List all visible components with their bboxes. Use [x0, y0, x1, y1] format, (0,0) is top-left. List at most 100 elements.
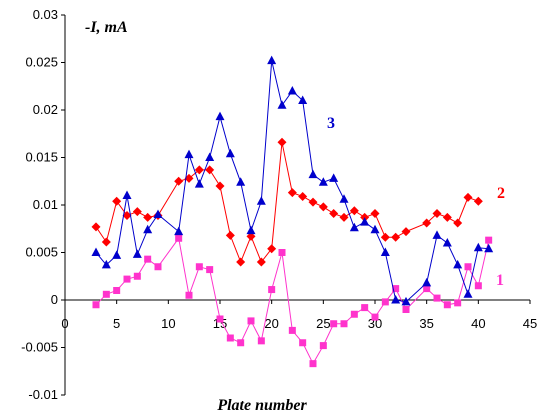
- data-point: [123, 275, 131, 283]
- data-point: [175, 234, 183, 242]
- y-tick-label: 0.02: [33, 102, 58, 117]
- data-point: [370, 209, 380, 219]
- y-tick-label: 0: [51, 292, 58, 307]
- plot-area: -0.01-0.00500.0050.010.0150.020.0250.030…: [21, 7, 537, 402]
- x-tick-label: 5: [113, 316, 120, 331]
- data-point: [308, 169, 318, 179]
- series-label-1: 1: [496, 272, 504, 289]
- data-point: [484, 243, 494, 253]
- y-tick-label: -0.01: [28, 387, 58, 402]
- data-point: [370, 224, 380, 234]
- data-point: [432, 209, 442, 219]
- data-point: [474, 282, 482, 290]
- data-point: [122, 190, 132, 199]
- data-point: [101, 259, 111, 269]
- data-point: [225, 230, 235, 240]
- x-tick-label: 35: [419, 316, 433, 331]
- data-point: [371, 313, 379, 321]
- data-point: [113, 287, 121, 294]
- series-label-3: 3: [327, 115, 335, 132]
- data-point: [215, 111, 225, 121]
- data-point: [464, 263, 472, 271]
- data-point: [184, 173, 194, 183]
- y-tick-label: 0.03: [33, 7, 58, 22]
- y-tick-label: -0.005: [21, 340, 58, 355]
- data-point: [112, 250, 122, 259]
- data-point: [256, 257, 266, 267]
- data-point: [309, 360, 317, 368]
- data-point: [318, 177, 328, 186]
- data-point: [298, 95, 308, 104]
- data-point: [91, 222, 101, 232]
- data-point: [174, 226, 184, 236]
- x-tick-label: 45: [523, 316, 537, 331]
- data-point: [330, 320, 338, 328]
- data-point: [153, 209, 163, 218]
- x-tick-label: 10: [161, 316, 175, 331]
- data-point: [401, 296, 411, 306]
- data-point: [299, 339, 307, 347]
- data-point: [267, 244, 277, 254]
- data-point: [329, 209, 339, 219]
- data-point: [422, 277, 432, 287]
- data-point: [380, 232, 390, 242]
- data-point: [132, 207, 142, 217]
- series-line-1: [95, 237, 490, 365]
- data-point: [423, 285, 431, 293]
- x-tick-label: 20: [264, 316, 278, 331]
- data-point: [194, 179, 204, 188]
- data-point: [215, 181, 225, 191]
- data-point: [133, 272, 141, 280]
- data-point: [236, 177, 246, 186]
- data-point: [247, 317, 255, 325]
- data-point: [256, 196, 266, 205]
- y-axis-title: -I, mA: [85, 19, 128, 36]
- data-point: [206, 266, 214, 274]
- data-point: [442, 212, 452, 222]
- data-point: [184, 149, 194, 159]
- data-point: [339, 194, 349, 203]
- x-axis-title: Plate number: [216, 397, 307, 414]
- data-point: [268, 286, 276, 294]
- data-point: [277, 137, 287, 147]
- data-point: [236, 257, 246, 267]
- x-tick-label: 0: [61, 316, 68, 331]
- data-point: [122, 210, 132, 220]
- data-point: [298, 191, 308, 201]
- data-point: [195, 263, 203, 271]
- data-point: [185, 291, 193, 299]
- data-point: [329, 173, 339, 182]
- data-point: [308, 197, 318, 207]
- data-point: [433, 294, 441, 302]
- data-point: [401, 227, 411, 237]
- data-point: [360, 217, 370, 226]
- data-point: [174, 176, 184, 186]
- data-point: [442, 238, 452, 247]
- data-point: [340, 320, 348, 328]
- y-tick-label: 0.025: [25, 55, 58, 70]
- data-point: [237, 339, 245, 347]
- data-point: [318, 202, 328, 212]
- data-point: [453, 218, 463, 228]
- data-point: [391, 232, 401, 242]
- data-point: [225, 148, 235, 158]
- data-point: [432, 230, 442, 239]
- y-tick-label: 0.005: [25, 245, 58, 260]
- data-point: [194, 165, 204, 175]
- data-point: [143, 212, 153, 222]
- data-point: [473, 196, 483, 206]
- x-tick-label: 15: [213, 316, 227, 331]
- data-point: [319, 342, 327, 350]
- data-point: [381, 298, 389, 306]
- data-point: [226, 334, 234, 342]
- data-point: [257, 337, 265, 345]
- data-point: [349, 222, 359, 232]
- data-point: [402, 306, 410, 313]
- data-point: [392, 285, 400, 293]
- data-point: [144, 255, 152, 263]
- data-point: [205, 165, 215, 175]
- data-point: [288, 326, 296, 334]
- series-line-2: [95, 142, 479, 264]
- y-tick-label: 0.01: [33, 197, 58, 212]
- data-point: [216, 315, 224, 323]
